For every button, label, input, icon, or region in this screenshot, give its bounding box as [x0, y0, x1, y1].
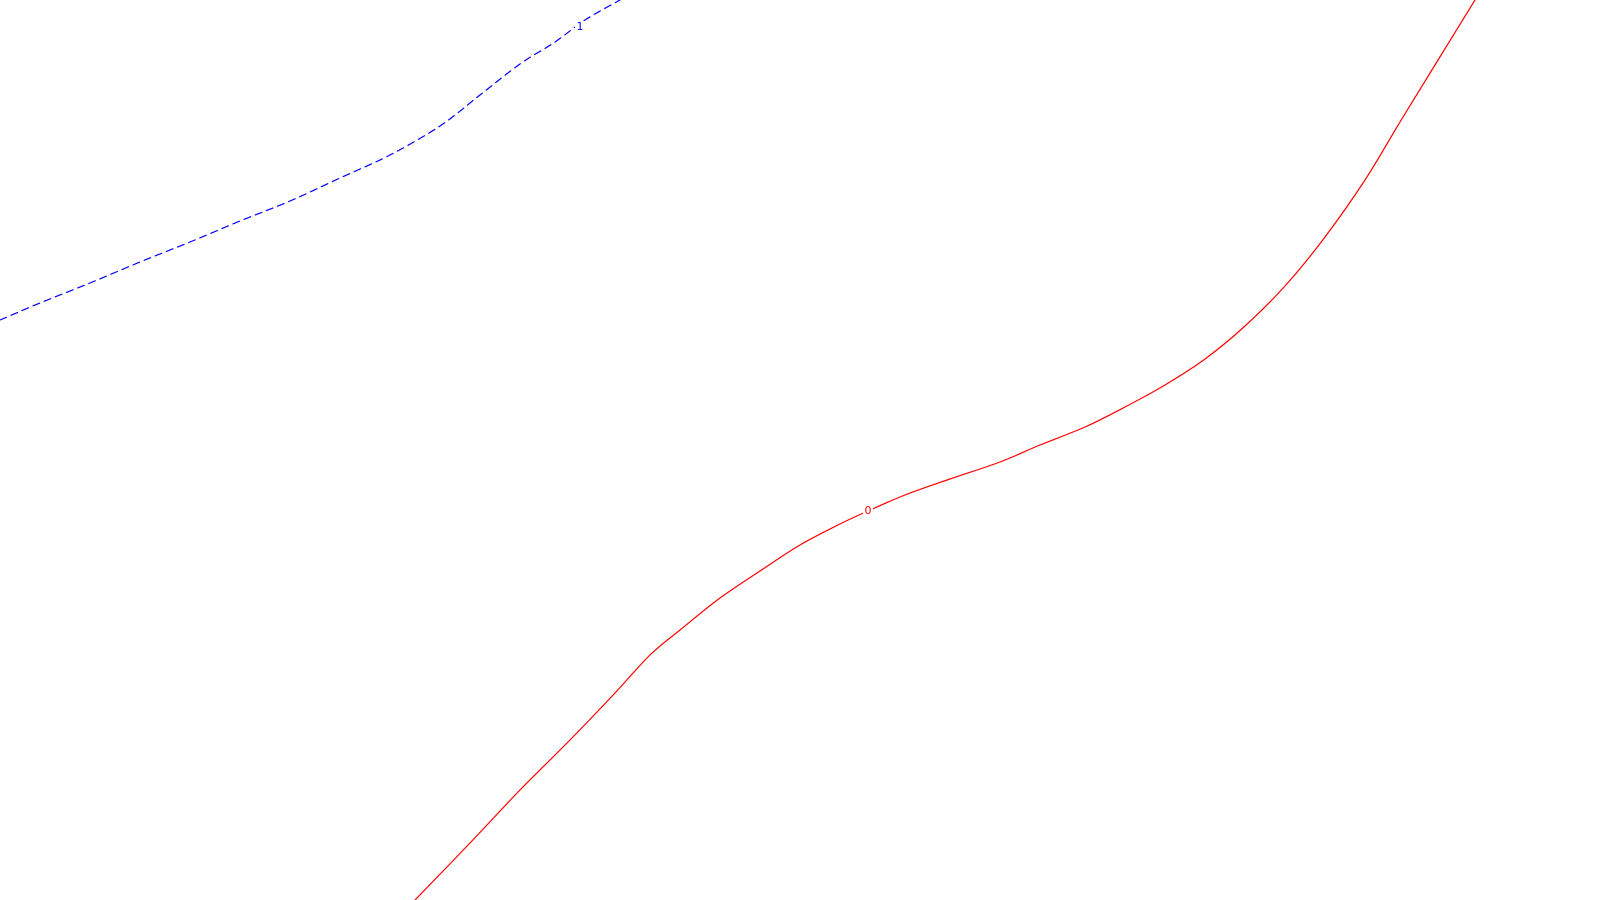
contour-label-level-0: 0: [865, 504, 872, 517]
contour-label-mask-1: [575, 21, 585, 33]
contour-line-level-0: [414, 0, 1476, 900]
contour-label-mask-0: [863, 505, 873, 517]
contour-labels: 01: [575, 20, 873, 517]
contour-line-level-1: [0, 0, 621, 321]
contour-label-level-1: 1: [577, 20, 584, 33]
contour-lines: [0, 0, 1476, 900]
